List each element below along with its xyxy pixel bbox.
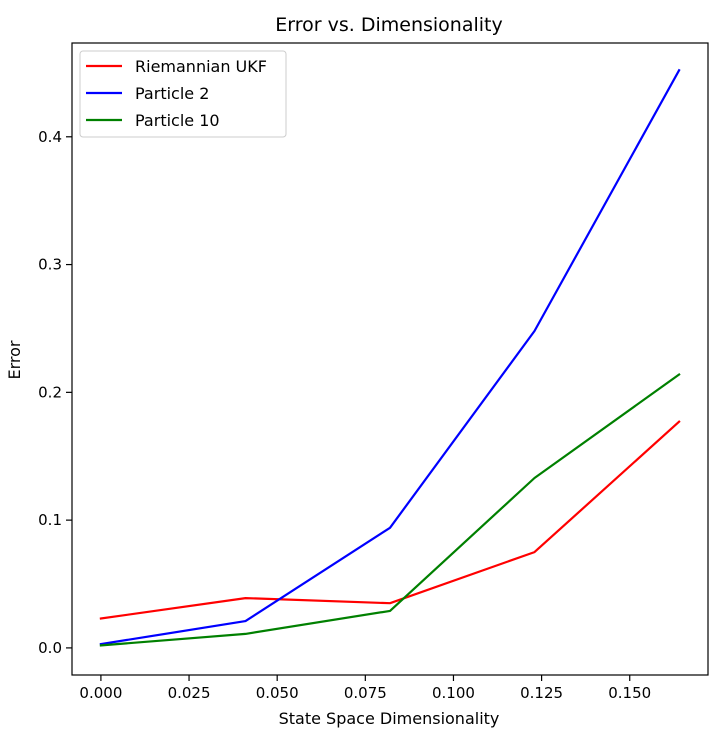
plot-frame: [71, 42, 709, 676]
plot-area: [71, 42, 709, 676]
x-tick-label: 0.000: [79, 684, 122, 702]
y-tick-label: 0.3: [38, 256, 62, 274]
x-axis-label: State Space Dimensionality: [279, 709, 500, 728]
series-line-particle-2: [99, 68, 681, 646]
y-tick-label: 0.4: [38, 128, 62, 146]
y-axis-label: Error: [5, 340, 24, 379]
x-tick-label: 0.075: [344, 684, 387, 702]
y-axis: 0.0 0.1 0.2 0.3 0.4: [38, 128, 72, 657]
y-tick-label: 0.0: [38, 639, 62, 657]
x-tick-label: 0.125: [520, 684, 563, 702]
x-tick-label: 0.150: [608, 684, 651, 702]
y-tick-label: 0.2: [38, 383, 62, 401]
x-tick-label: 0.100: [432, 684, 475, 702]
legend-label: Riemannian UKF: [135, 57, 267, 76]
chart-title: Error vs. Dimensionality: [275, 14, 502, 36]
legend-box: [79, 50, 287, 138]
x-tick-label: 0.025: [168, 684, 211, 702]
x-axis: 0.000 0.025 0.050 0.075 0.100 0.125 0.150: [79, 675, 651, 702]
x-tick-label: 0.050: [256, 684, 299, 702]
legend-label: Particle 10: [135, 111, 220, 130]
legend-label: Particle 2: [135, 84, 209, 103]
series-line-riemannian-ukf: [99, 420, 681, 620]
series-layer: [99, 68, 681, 647]
y-tick-label: 0.1: [38, 511, 62, 529]
series-line-particle-10: [99, 372, 681, 647]
legend: Riemannian UKF Particle 2 Particle 10: [79, 50, 287, 138]
